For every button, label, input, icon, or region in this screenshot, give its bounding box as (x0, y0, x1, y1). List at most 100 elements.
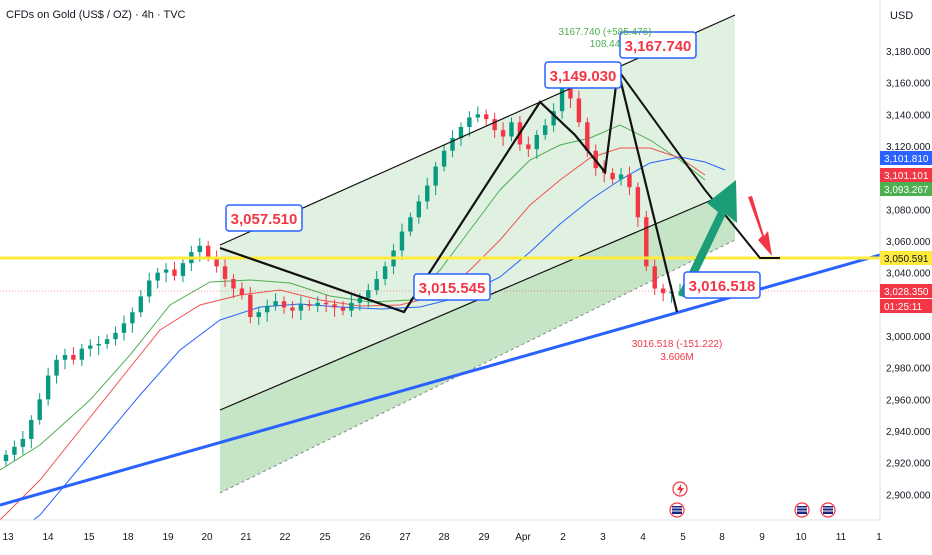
candle-body (222, 266, 228, 279)
y-tick-label: 2,940.000 (886, 427, 931, 438)
candle-body (121, 323, 127, 333)
candle-body (450, 138, 455, 151)
candle-body (340, 307, 346, 311)
candle-body (264, 305, 270, 313)
price-tag-label: 01:25:11 (884, 302, 923, 313)
x-tick-label: 2 (560, 532, 566, 543)
x-tick-label: 3 (600, 532, 606, 543)
currency-label: USD (890, 10, 913, 22)
candle-body (155, 272, 160, 281)
x-tick-label: 15 (83, 532, 95, 543)
lower-channel-shade (220, 190, 735, 493)
candle-body (71, 355, 76, 360)
candle-body (534, 134, 539, 150)
us-flag-event-icon-2[interactable] (794, 502, 810, 518)
x-tick-label: 4 (640, 532, 646, 543)
candle-body (138, 296, 143, 313)
candle-body (399, 231, 405, 251)
candle-body (576, 98, 582, 123)
lightning-event-icon[interactable] (672, 481, 688, 497)
x-tick-label: 27 (399, 532, 411, 543)
candle-body (408, 217, 413, 232)
x-tick-label: 18 (122, 532, 134, 543)
candle-body (104, 339, 110, 344)
us-flag-event-icon-3[interactable] (820, 502, 836, 518)
x-tick-label: 25 (319, 532, 331, 543)
y-tick-label: 2,980.000 (886, 364, 931, 375)
price-axis[interactable]: USD 2,900.000 2,920.000 2,940.000 2,960.000… (879, 0, 932, 520)
candle-body (147, 280, 152, 297)
price-tag-label: 3,028.350 (884, 287, 929, 298)
candle-body (366, 290, 371, 298)
x-tick-label: 1 (876, 532, 882, 543)
measure-note-top-sub: 108.44 (590, 39, 621, 50)
candle-body (281, 301, 287, 308)
y-tick-label: 3,120.000 (886, 142, 931, 153)
annotation-3016[interactable]: 3,016.518 (683, 271, 761, 299)
candle-body (492, 119, 497, 131)
candle-body (315, 302, 320, 306)
candle-body (441, 150, 447, 167)
ma-slow-line (32, 156, 726, 520)
candle-body (231, 279, 236, 289)
x-tick-label: 20 (201, 532, 213, 543)
price-tag-label: 3,093.267 (884, 185, 929, 196)
candle-body (416, 201, 422, 218)
candle-body (248, 294, 253, 317)
us-flag-event-icon[interactable] (669, 502, 685, 518)
x-tick-label: 14 (42, 532, 54, 543)
y-tick-label: 3,160.000 (886, 79, 931, 90)
candle-body (509, 122, 514, 137)
measure-note-bottom-sub: 3.606M (660, 352, 693, 363)
y-tick-label: 2,900.000 (886, 490, 931, 501)
candle-body (652, 266, 657, 289)
candle-body (256, 312, 261, 317)
candle-body (349, 302, 354, 311)
y-tick-label: 2,960.000 (886, 395, 931, 406)
candle-body (433, 166, 438, 186)
x-tick-label: 8 (719, 532, 725, 543)
time-axis[interactable]: 13 14 15 18 19 20 21 22 25 26 27 28 29 Apr 2 3 4 5 8 9 10 11 1 (0, 519, 882, 543)
candle-body (79, 348, 85, 360)
annotation-3149-text: 3,149.030 (550, 68, 617, 85)
candle-body (37, 399, 42, 420)
annotation-3015[interactable]: 3,015.545 (413, 273, 491, 301)
x-tick-label: 5 (680, 532, 686, 543)
y-tick-label: 2,920.000 (886, 459, 931, 470)
price-tag-box (880, 251, 932, 265)
measure-note-bottom: 3016.518 (-151.222) (632, 339, 723, 350)
candle-body (88, 345, 93, 349)
candle-body (20, 438, 26, 447)
candle-body (130, 312, 135, 324)
candle-body (54, 359, 59, 376)
annotation-3057[interactable]: 3,057.510 (225, 204, 303, 232)
y-tick-label: 3,040.000 (886, 269, 931, 280)
candle-body (197, 245, 202, 253)
measure-note-top: 3167.740 (+585.476) (558, 27, 651, 38)
y-tick-label: 3,060.000 (886, 237, 931, 248)
annotation-3016-text: 3,016.518 (689, 278, 756, 295)
candle-body (113, 332, 118, 340)
price-tag-box (880, 182, 932, 196)
candle-body (543, 125, 548, 135)
candle-body (163, 269, 169, 273)
zigzag-projection (617, 69, 780, 259)
candle-body (45, 375, 51, 400)
candle-body (357, 298, 363, 303)
x-tick-label: 10 (795, 532, 807, 543)
candle-body (239, 288, 245, 295)
x-tick-label: 26 (359, 532, 371, 543)
candle-body (180, 263, 186, 276)
candle-body (635, 187, 641, 218)
candle-body (273, 301, 278, 306)
candle-body (618, 174, 624, 180)
price-tag-label: 3,050.591 (884, 254, 929, 265)
candle-body (559, 79, 565, 112)
candle-body (660, 288, 666, 294)
annotation-3167[interactable]: 3,167.740 (619, 31, 697, 59)
annotation-3167-text: 3,167.740 (625, 38, 692, 55)
annotation-3149[interactable]: 3,149.030 (544, 61, 622, 89)
x-tick-label: 13 (2, 532, 14, 543)
